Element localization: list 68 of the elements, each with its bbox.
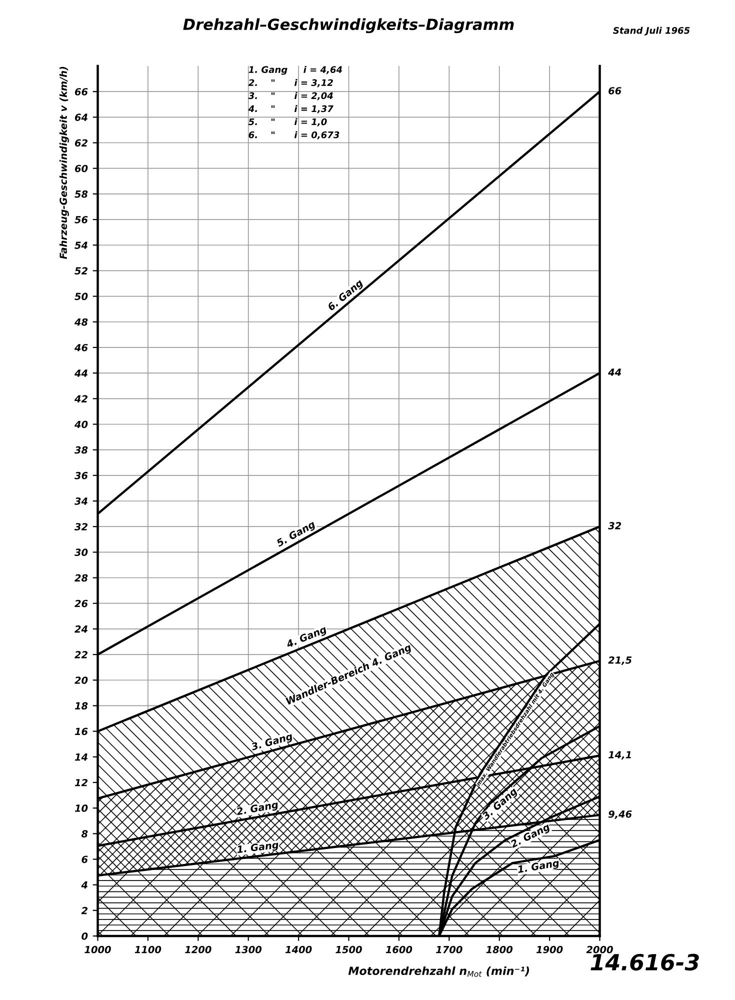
- text: 1. Gang: [236, 840, 280, 856]
- x-tick-label: 1800: [486, 946, 513, 954]
- y-axis-title: Fahrzeug-Geschwindigkeit v (km/h): [59, 66, 69, 260]
- y-tick-label: 50: [74, 292, 88, 300]
- y-tick-label: 38: [74, 446, 88, 454]
- y-tick-label: 56: [74, 216, 88, 224]
- y-tick-label: 2: [81, 906, 88, 914]
- x-tick-label: 1900: [536, 946, 563, 954]
- y-tick-label: 36: [74, 472, 88, 480]
- annotation: 3. " i = 2,04: [248, 92, 333, 100]
- text: 14.616-3: [590, 954, 699, 971]
- text: 3. Gang: [250, 732, 294, 752]
- y-tick-label: 16: [74, 728, 88, 736]
- text: 1. Gang: [517, 858, 560, 876]
- chart-title: Drehzahl–Geschwindigkeits–Diagramm: [183, 18, 514, 34]
- data-label: 9,46: [608, 810, 632, 820]
- annotation: 5. " i = 1,0: [248, 118, 327, 126]
- annotation: 1. Gang i = 4,64: [248, 66, 342, 75]
- annotation: 2. " i = 3,12: [248, 79, 333, 88]
- y-tick-label: 60: [74, 164, 88, 172]
- data-label: 21,5: [608, 656, 632, 665]
- y-tick-label: 0: [82, 932, 88, 940]
- x-tick-label: 1200: [185, 946, 212, 954]
- y-tick-label: 28: [74, 574, 88, 582]
- y-tick-label: 58: [74, 190, 88, 198]
- x-tick-label: 2000: [586, 946, 613, 954]
- y-tick-label: 14: [74, 753, 88, 761]
- x-axis-title: Motorendrehzahl n$_{Mot}$ (min⁻¹): [348, 966, 530, 977]
- x-tick-label: 1000: [84, 946, 111, 954]
- y-tick-label: 20: [74, 676, 88, 684]
- y-tick-label: 22: [74, 651, 88, 658]
- data-label: 14,1: [608, 751, 631, 760]
- text: 2. Gang: [236, 800, 279, 818]
- y-tick-label: 42: [74, 395, 88, 402]
- y-tick-label: 64: [74, 114, 88, 122]
- y-tick-label: 40: [74, 420, 88, 428]
- y-tick-label: 6: [82, 856, 88, 864]
- y-tick-label: 66: [74, 88, 88, 96]
- text: 4. Gang: [286, 625, 328, 650]
- y-tick-label: 24: [74, 625, 88, 633]
- y-tick-label: 4: [81, 881, 88, 889]
- text: Stand Juli 1965: [613, 26, 690, 36]
- y-tick-label: 48: [74, 318, 88, 326]
- x-tick-label: 1300: [235, 946, 262, 954]
- data-label: 44: [608, 368, 622, 376]
- y-tick-label: 10: [74, 804, 88, 812]
- y-tick-label: 54: [74, 242, 88, 249]
- y-tick-label: 52: [74, 267, 88, 275]
- x-tick-label: 1400: [285, 946, 312, 954]
- y-tick-label: 44: [74, 370, 88, 377]
- annotation: 6. " i = 0,673: [248, 131, 340, 140]
- text: 2. Gang: [510, 822, 552, 850]
- x-tick-label: 1600: [386, 946, 412, 954]
- y-tick-label: 18: [74, 702, 88, 710]
- y-tick-label: 62: [74, 139, 88, 147]
- x-tick-label: 1100: [134, 946, 162, 954]
- y-tick-label: 12: [74, 778, 88, 786]
- data-label: 66: [608, 87, 622, 94]
- x-tick-label: 1700: [436, 946, 462, 954]
- y-tick-label: 8: [81, 830, 88, 838]
- y-tick-label: 26: [74, 600, 88, 608]
- y-tick-label: 34: [74, 497, 88, 505]
- x-tick-label: 1500: [336, 946, 362, 954]
- y-tick-label: 32: [74, 523, 88, 530]
- annotation: 4. " i = 1,37: [248, 105, 334, 114]
- data-label: 32: [608, 522, 622, 530]
- y-tick-label: 30: [74, 548, 88, 556]
- y-tick-label: 46: [74, 344, 88, 352]
